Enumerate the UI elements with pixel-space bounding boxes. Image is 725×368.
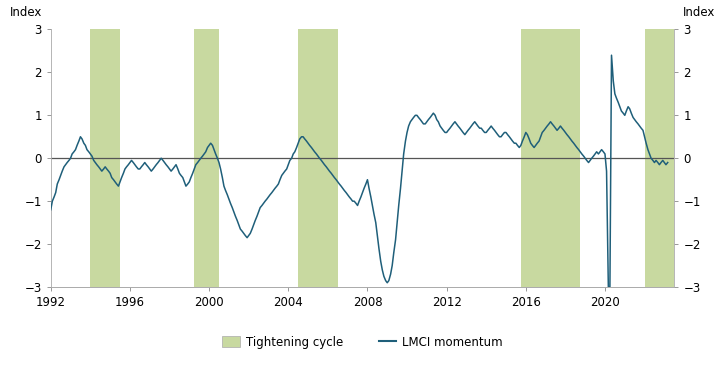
- Text: Index: Index: [10, 6, 43, 19]
- Bar: [645, 29, 674, 287]
- Text: Index: Index: [682, 6, 715, 19]
- Bar: [91, 29, 120, 287]
- Bar: [298, 29, 338, 287]
- Legend: Tightening cycle, LMCI momentum: Tightening cycle, LMCI momentum: [218, 331, 508, 353]
- Bar: [521, 29, 580, 287]
- Bar: [194, 29, 219, 287]
